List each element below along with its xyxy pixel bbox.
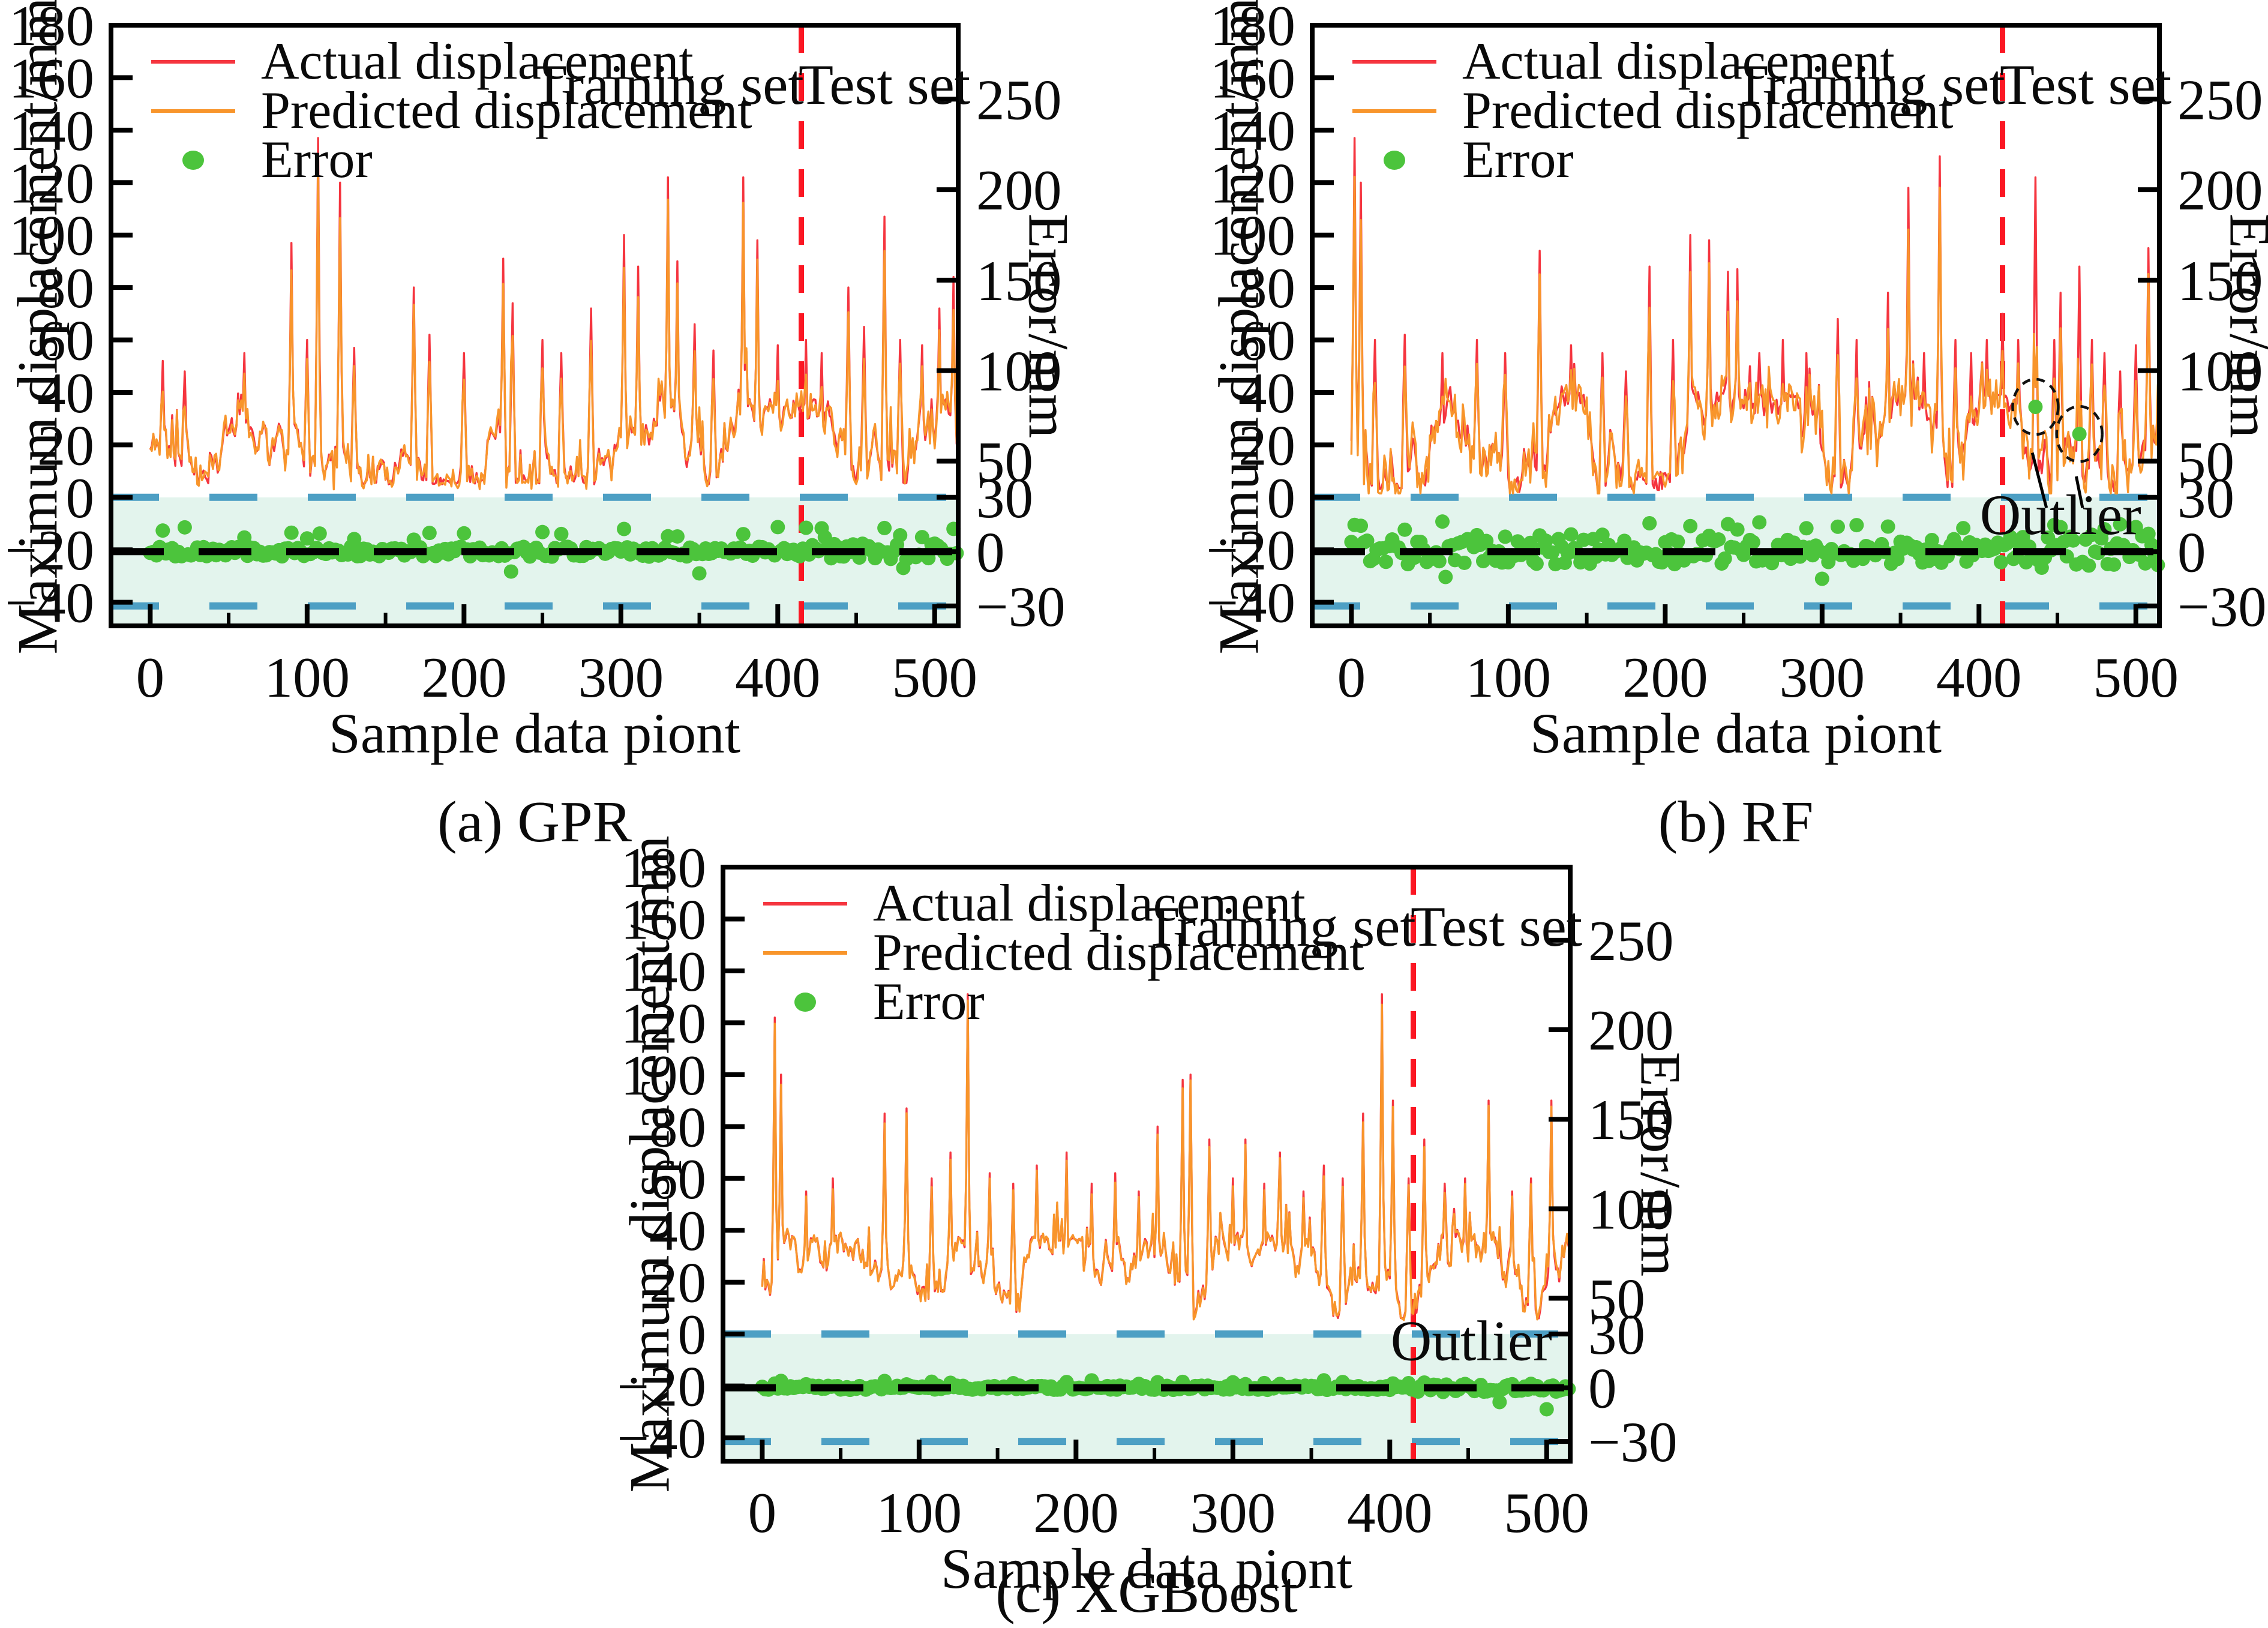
y-left-tick-label: 160 bbox=[9, 46, 95, 110]
y-right-tick-label: 250 bbox=[2177, 68, 2263, 131]
y-right-tick-label: −30 bbox=[1588, 1410, 1678, 1474]
y-left-tick-label: −40 bbox=[617, 1407, 706, 1470]
y-left-tick-label: 60 bbox=[1238, 309, 1295, 373]
y-left-tick-label: 40 bbox=[1238, 361, 1295, 425]
y-right-tick-label: 30 bbox=[976, 466, 1033, 530]
x-tick-label: 300 bbox=[1190, 1481, 1276, 1545]
y-right-tick-label: 150 bbox=[976, 249, 1062, 313]
y-right-tick-label: 150 bbox=[2177, 249, 2263, 313]
y-left-tick-label: 160 bbox=[1210, 46, 1296, 110]
y-left-tick-label: 140 bbox=[1210, 99, 1296, 163]
y-right-tick-label: 200 bbox=[2177, 158, 2263, 222]
x-tick-label: 300 bbox=[1780, 646, 1865, 709]
y-left-tick-label: 80 bbox=[1238, 256, 1295, 320]
plot-frame bbox=[721, 865, 1573, 1464]
y-left-tick-label: 0 bbox=[678, 1303, 707, 1366]
outlier-circle bbox=[2055, 404, 2104, 463]
outlier-leader-line bbox=[2030, 452, 2048, 508]
outlier-label: Outlier bbox=[1980, 483, 2141, 547]
x-tick-label: 500 bbox=[1504, 1481, 1590, 1545]
y-right-tick-label: 30 bbox=[2177, 466, 2234, 530]
y-right-tick-label: 150 bbox=[1588, 1088, 1674, 1152]
x-tick-label: 500 bbox=[2093, 646, 2179, 709]
y-right-tick-label: 30 bbox=[1588, 1303, 1645, 1366]
x-tick-label: 100 bbox=[265, 646, 350, 709]
y-left-tick-label: 120 bbox=[9, 151, 95, 215]
y-right-tick-label: 100 bbox=[1588, 1177, 1674, 1241]
y-left-tick-label: 100 bbox=[1210, 204, 1296, 268]
x-tick-label: 100 bbox=[877, 1481, 962, 1545]
plot-frame bbox=[1310, 23, 2162, 628]
y-right-tick-label: 50 bbox=[2177, 430, 2234, 493]
y-left-tick-label: 180 bbox=[1210, 0, 1296, 58]
y-right-tick-label: 200 bbox=[976, 158, 1062, 222]
predicted-displacement-line bbox=[761, 999, 1571, 1321]
outlier-circle bbox=[2011, 377, 2060, 436]
y-left-tick-label: 60 bbox=[37, 309, 94, 373]
y-left-tick-label: 60 bbox=[649, 1147, 706, 1211]
x-tick-label: 400 bbox=[1936, 646, 2022, 709]
y-right-tick-label: 250 bbox=[1588, 909, 1674, 973]
chart-xgboost: Outlier180160140120100806040200−20−40250… bbox=[617, 836, 1677, 1545]
x-tick-label: 400 bbox=[1347, 1481, 1433, 1545]
predicted-displacement-line bbox=[1350, 175, 2161, 494]
plot-frame bbox=[109, 23, 961, 628]
actual-displacement-line bbox=[149, 137, 959, 485]
y-left-tick-label: 180 bbox=[621, 836, 707, 900]
y-left-tick-label: 40 bbox=[649, 1199, 706, 1263]
y-left-tick-label: 40 bbox=[37, 361, 94, 425]
y-right-tick-label: 0 bbox=[1588, 1357, 1617, 1420]
y-right-tick-label: 50 bbox=[1588, 1267, 1645, 1331]
outlier-label: Outlier bbox=[1391, 1309, 1552, 1372]
y-left-tick-label: 20 bbox=[1238, 413, 1295, 477]
y-left-tick-label: 100 bbox=[9, 204, 95, 268]
y-left-tick-label: 160 bbox=[621, 888, 707, 951]
chart-rf: Outlier180160140120100806040200−20−40250… bbox=[1206, 0, 2266, 709]
y-right-tick-label: 0 bbox=[2177, 520, 2206, 584]
y-left-tick-label: 0 bbox=[66, 466, 95, 530]
x-tick-label: 0 bbox=[748, 1481, 777, 1545]
y-right-tick-label: 250 bbox=[976, 68, 1062, 131]
y-right-tick-label: −30 bbox=[2177, 575, 2267, 638]
y-left-tick-label: 20 bbox=[37, 413, 94, 477]
x-tick-label: 300 bbox=[578, 646, 664, 709]
y-left-tick-label: 120 bbox=[621, 991, 707, 1055]
y-left-tick-label: 140 bbox=[621, 940, 707, 1003]
y-left-tick-label: 80 bbox=[649, 1095, 706, 1159]
x-tick-label: 200 bbox=[421, 646, 507, 709]
x-tick-label: 500 bbox=[892, 646, 978, 709]
y-right-tick-label: 0 bbox=[976, 520, 1005, 584]
y-right-tick-label: 50 bbox=[976, 430, 1033, 493]
x-tick-label: 200 bbox=[1622, 646, 1708, 709]
y-left-tick-label: 20 bbox=[649, 1251, 706, 1315]
y-left-tick-label: 120 bbox=[1210, 151, 1296, 215]
chart-gpr: 180160140120100806040200−20−402502001501… bbox=[5, 0, 1065, 709]
y-left-tick-label: −40 bbox=[5, 571, 94, 635]
predicted-displacement-line bbox=[149, 162, 959, 491]
x-tick-label: 100 bbox=[1466, 646, 1552, 709]
y-left-tick-label: 100 bbox=[621, 1044, 707, 1107]
y-left-tick-label: 140 bbox=[9, 99, 95, 163]
y-left-tick-label: −20 bbox=[1206, 518, 1295, 582]
y-left-tick-label: −40 bbox=[1206, 571, 1295, 635]
x-tick-label: 0 bbox=[136, 646, 165, 709]
y-left-tick-label: 0 bbox=[1267, 466, 1296, 530]
y-right-tick-label: 200 bbox=[1588, 999, 1674, 1062]
outlier-leader-line bbox=[2074, 476, 2084, 508]
y-left-tick-label: −20 bbox=[5, 518, 94, 582]
y-left-tick-label: 180 bbox=[9, 0, 95, 58]
x-tick-label: 0 bbox=[1337, 646, 1366, 709]
y-right-tick-label: 100 bbox=[976, 340, 1062, 403]
y-right-tick-label: −30 bbox=[976, 575, 1066, 638]
y-left-tick-label: 80 bbox=[37, 256, 94, 320]
y-right-tick-label: 100 bbox=[2177, 340, 2263, 403]
y-left-tick-label: −20 bbox=[617, 1355, 706, 1419]
x-tick-label: 200 bbox=[1033, 1481, 1119, 1545]
x-tick-label: 400 bbox=[735, 646, 821, 709]
